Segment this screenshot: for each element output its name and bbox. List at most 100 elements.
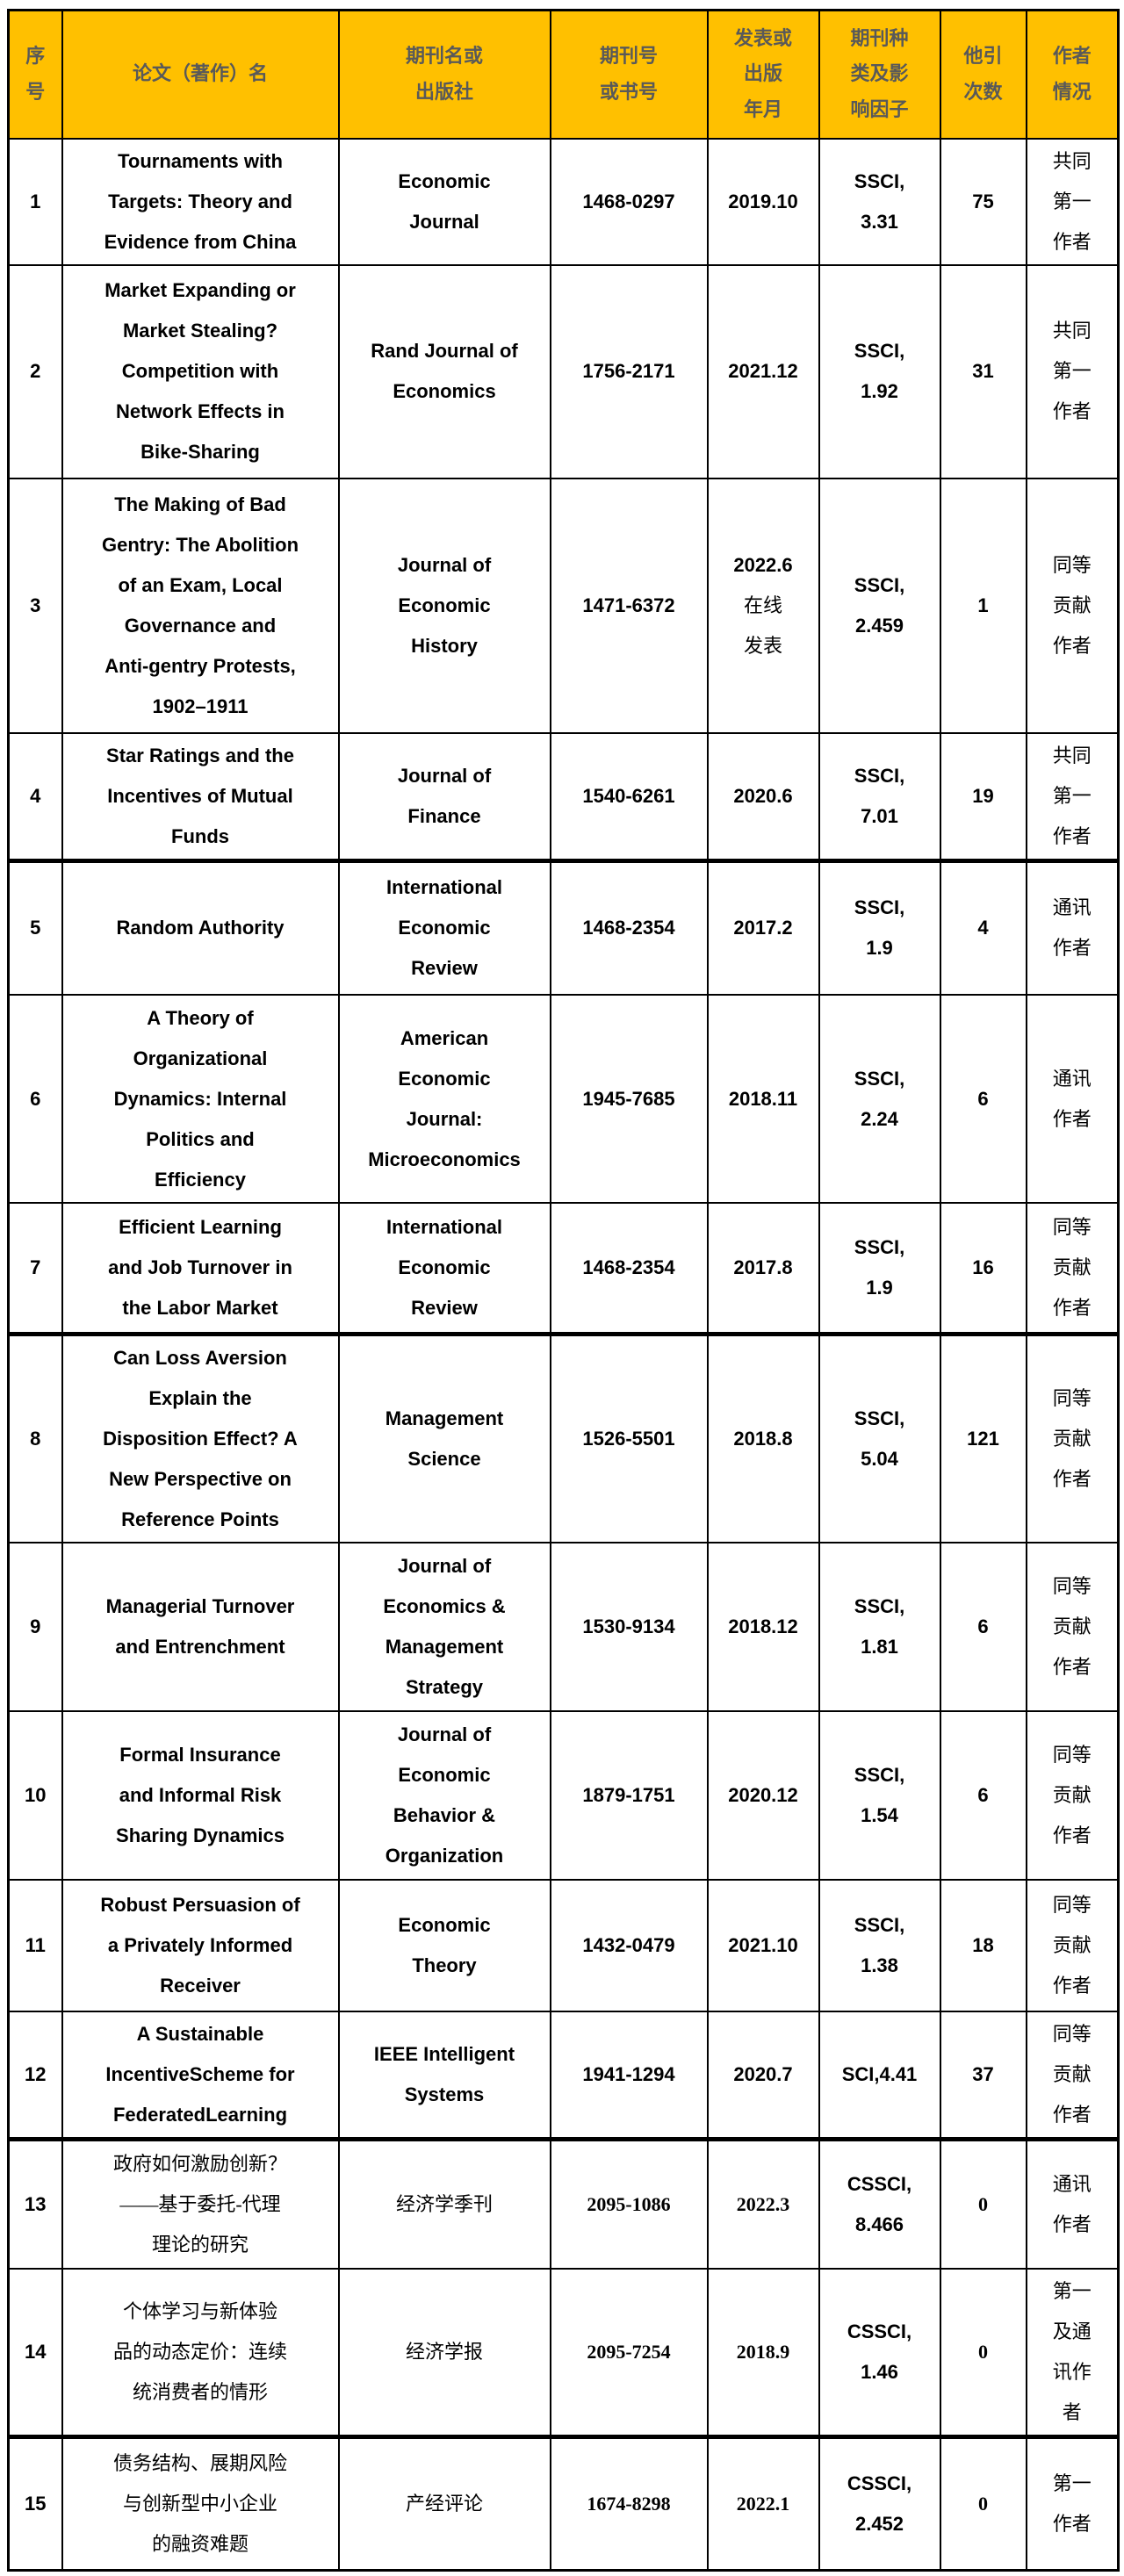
- cell-date: 2022.1: [706, 2435, 820, 2572]
- cell-date: 2022.6 在线 发表: [706, 477, 820, 734]
- table-row: 14 个体学习与新体验 品的动态定价：连续 统消费者的情形 经济学报 2095-725…: [7, 2267, 1120, 2438]
- cell-author-role: 共同 第一 作者: [1025, 263, 1120, 479]
- cell-no: 2: [7, 263, 63, 479]
- table-header: 序 号论文（著作）名 期刊名或 出版社 期刊号 或书号 发表或 出版 年月 期刊种 类及…: [7, 9, 1120, 140]
- cell-title: 个体学习与新体验 品的动态定价：连续 统消费者的情形: [61, 2267, 340, 2438]
- cell-date: 2018.12: [706, 1542, 820, 1712]
- cell-issn: 1879-1751: [549, 1710, 709, 1881]
- cell-date: 2021.12: [706, 263, 820, 479]
- date-value: 2019.10: [728, 190, 798, 212]
- header-cell-citations: 他引 次数: [939, 9, 1027, 140]
- cell-no: 1: [7, 137, 63, 266]
- cell-citations: 6: [939, 1710, 1027, 1881]
- cell-journal-index: CSSCI, 1.46: [818, 2267, 941, 2438]
- cell-date: 2021.10: [706, 1879, 820, 2012]
- cell-issn: 1468-2354: [549, 858, 709, 996]
- table-row: 6 A Theory of Organizational Dynamics: In…: [7, 994, 1120, 1204]
- cell-author-role: 通讯 作者: [1025, 858, 1120, 996]
- cell-journal-index: SSCI, 1.92: [818, 263, 941, 479]
- cell-journal: 产经评论: [337, 2435, 551, 2572]
- cell-no: 14: [7, 2267, 63, 2438]
- cell-title: A Theory of Organizational Dynamics: Int…: [61, 994, 340, 1204]
- cell-citations: 19: [939, 731, 1027, 861]
- cell-issn: 1468-2354: [549, 1202, 709, 1335]
- cell-title: Tournaments with Targets: Theory and Evi…: [61, 137, 340, 266]
- cell-issn: 1471-6372: [549, 477, 709, 734]
- cell-journal-index: SSCI, 7.01: [818, 731, 941, 861]
- date-value: 2022.6: [733, 553, 793, 576]
- cell-citations: 75: [939, 137, 1027, 266]
- cell-issn: 1530-9134: [549, 1542, 709, 1712]
- cell-journal-index: CSSCI, 2.452: [818, 2435, 941, 2572]
- table-row: 4 Star Ratings and the Incentives of Mutu…: [7, 731, 1120, 861]
- cell-date: 2020.6: [706, 731, 820, 861]
- cell-date: 2019.10: [706, 137, 820, 266]
- cell-issn: 1756-2171: [549, 263, 709, 479]
- table-row: 1 Tournaments with Targets: Theory and Ev…: [7, 137, 1120, 266]
- cell-author-role: 同等 贡献 作者: [1025, 1879, 1120, 2012]
- table-row: 5 Random Authority International Economic …: [7, 858, 1120, 996]
- publications-table: 序 号论文（著作）名 期刊名或 出版社 期刊号 或书号 发表或 出版 年月 期刊种 类及…: [7, 9, 1120, 2572]
- cell-citations: 4: [939, 858, 1027, 996]
- date-value: 2018.12: [728, 1615, 798, 1637]
- cell-journal: Management Science: [337, 1331, 551, 1543]
- cell-author-role: 第一 及通 讯作 者: [1025, 2267, 1120, 2438]
- cell-no: 4: [7, 731, 63, 861]
- date-value: 2018.9: [736, 2340, 790, 2363]
- header-cell-role: 作者 情况: [1025, 9, 1120, 140]
- cell-journal: Journal of Economics & Management Strate…: [337, 1542, 551, 1712]
- cell-journal-index: CSSCI, 8.466: [818, 2137, 941, 2270]
- cell-journal-index: SSCI, 2.459: [818, 477, 941, 734]
- cell-citations: 121: [939, 1331, 1027, 1543]
- cell-issn: 1468-0297: [549, 137, 709, 266]
- cell-journal: American Economic Journal: Microeconomic…: [337, 994, 551, 1204]
- cell-citations: 18: [939, 1879, 1027, 2012]
- cell-no: 13: [7, 2137, 63, 2270]
- header-cell-index: 期刊种 类及影 响因子: [818, 9, 941, 140]
- cell-date: 2018.11: [706, 994, 820, 1204]
- cell-title: Random Authority: [61, 858, 340, 996]
- cell-no: 15: [7, 2435, 63, 2572]
- cell-journal-index: SSCI, 5.04: [818, 1331, 941, 1543]
- cell-citations: 1: [939, 477, 1027, 734]
- cell-journal: Journal of Economic Behavior & Organizat…: [337, 1710, 551, 1881]
- cell-issn: 2095-1086: [549, 2137, 709, 2270]
- cell-date: 2018.9: [706, 2267, 820, 2438]
- cell-issn: 1526-5501: [549, 1331, 709, 1543]
- table-row: 2 Market Expanding or Market Stealing? Co…: [7, 263, 1120, 479]
- table-row: 13 政府如何激励创新？ ——基于委托-代理 理论的研究 经济学季刊 2095-108…: [7, 2137, 1120, 2270]
- table-row: 11 Robust Persuasion of a Privately Infor…: [7, 1879, 1120, 2012]
- date-value: 2020.12: [728, 1784, 798, 1806]
- cell-journal: Rand Journal of Economics: [337, 263, 551, 479]
- cell-author-role: 同等 贡献 作者: [1025, 1710, 1120, 1881]
- date-value: 2018.8: [733, 1427, 793, 1450]
- cell-journal-index: SCI,4.41: [818, 2011, 941, 2141]
- cell-author-role: 同等 贡献 作者: [1025, 1542, 1120, 1712]
- header-cell-title: 论文（著作）名: [61, 9, 340, 140]
- cell-journal-index: SSCI, 1.38: [818, 1879, 941, 2012]
- date-value: 2017.2: [733, 917, 793, 939]
- cell-citations: 0: [939, 2267, 1027, 2438]
- cell-journal-index: SSCI, 2.24: [818, 994, 941, 1204]
- cell-journal: Journal of Finance: [337, 731, 551, 861]
- cell-title: Star Ratings and the Incentives of Mutua…: [61, 731, 340, 861]
- cell-issn: 1941-1294: [549, 2011, 709, 2141]
- cell-citations: 37: [939, 2011, 1027, 2141]
- cell-journal: IEEE Intelligent Systems: [337, 2011, 551, 2141]
- date-value: 2022.3: [736, 2192, 790, 2215]
- date-value: 2020.6: [733, 784, 793, 807]
- cell-title: Robust Persuasion of a Privately Informe…: [61, 1879, 340, 2012]
- cell-author-role: 通讯 作者: [1025, 994, 1120, 1204]
- cell-title: 政府如何激励创新？ ——基于委托-代理 理论的研究: [61, 2137, 340, 2270]
- cell-journal-index: SSCI, 1.9: [818, 1202, 941, 1335]
- cell-citations: 6: [939, 994, 1027, 1204]
- cell-title: Can Loss Aversion Explain the Dispositio…: [61, 1331, 340, 1543]
- cell-no: 10: [7, 1710, 63, 1881]
- cell-title: Formal Insurance and Informal Risk Shari…: [61, 1710, 340, 1881]
- header-cell-no: 序 号: [7, 9, 63, 140]
- cell-journal: 经济学季刊: [337, 2137, 551, 2270]
- table-row: 8 Can Loss Aversion Explain the Dispositi…: [7, 1331, 1120, 1543]
- date-value: 2021.10: [728, 1934, 798, 1956]
- cell-author-role: 第一 作者: [1025, 2435, 1120, 2572]
